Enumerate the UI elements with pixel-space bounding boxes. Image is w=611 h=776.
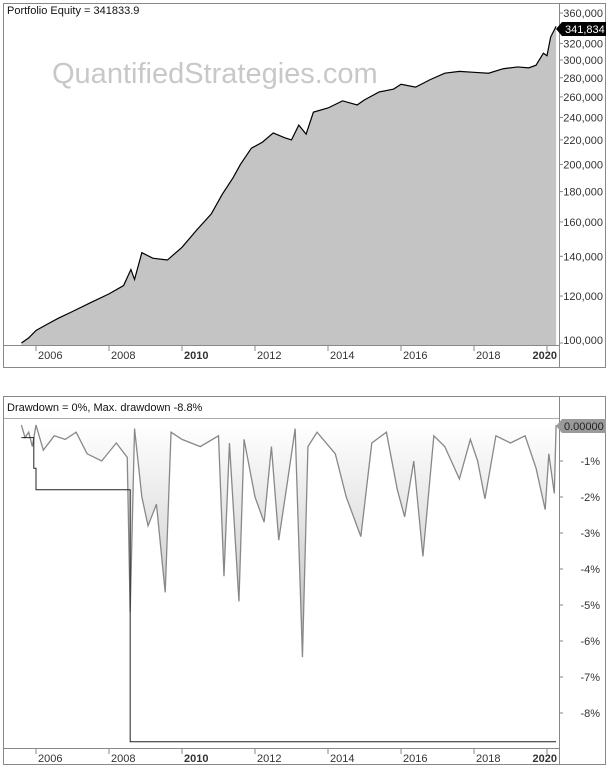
max-drawdown-line [21, 437, 557, 743]
equity-last-value-label: 341,834 [565, 24, 605, 36]
equity-y-tick-label: 280,000 [563, 73, 603, 85]
equity-line [21, 26, 557, 344]
equity-y-tick-label: 360,000 [563, 8, 603, 20]
drawdown-x-tick-label: 2008 [111, 753, 135, 765]
equity-y-tick-label: 300,000 [563, 55, 603, 67]
drawdown-y-tick-label: -7% [580, 672, 600, 684]
equity-y-tick-label: 200,000 [563, 159, 603, 171]
equity-x-tick-label: 2008 [111, 350, 135, 362]
equity-last-value-tag: 341,834 [556, 22, 606, 36]
drawdown-x-tick-label: 2010 [184, 753, 208, 765]
equity-watermark: QuantifiedStrategies.com [52, 58, 378, 90]
equity-x-tick-label: 2010 [184, 350, 208, 362]
equity-x-tick-label: 2020 [533, 350, 557, 362]
equity-x-tick-label: 2014 [330, 350, 354, 362]
drawdown-area [21, 425, 557, 658]
equity-x-tick-label: 2018 [476, 350, 500, 362]
equity-y-tick-label: 220,000 [563, 135, 603, 147]
drawdown-y-tick-label: -6% [580, 636, 600, 648]
drawdown-y-tick-label: -8% [580, 708, 600, 720]
equity-y-tick-label: 100,000 [563, 335, 603, 347]
equity-area [21, 26, 557, 346]
drawdown-x-tick-label: 2014 [330, 753, 354, 765]
equity-x-tick-label: 2012 [257, 350, 281, 362]
equity-y-tick-label: 180,000 [563, 187, 603, 199]
equity-y-tick-label: 240,000 [563, 112, 603, 124]
drawdown-x-tick-label: 2006 [38, 753, 62, 765]
drawdown-x-tick-label: 2012 [257, 753, 281, 765]
drawdown-title: Drawdown = 0%, Max. drawdown -8.8% [7, 402, 203, 414]
equity-x-tick-label: 2016 [403, 350, 427, 362]
drawdown-last-value-label: 0.00000 [564, 421, 604, 433]
equity-y-tick-label: 160,000 [563, 217, 603, 229]
equity-y-tick-label: 140,000 [563, 251, 603, 263]
equity-y-tick-label: 320,000 [563, 38, 603, 50]
drawdown-line [20, 424, 557, 658]
drawdown-y-tick-label: -2% [580, 492, 600, 504]
equity-y-tick-label: 120,000 [563, 291, 603, 303]
equity-x-tick-label: 2006 [38, 350, 62, 362]
drawdown-y-tick-label: -4% [580, 564, 600, 576]
drawdown-x-tick-label: 2020 [533, 753, 557, 765]
equity-title: Portfolio Equity = 341833.9 [7, 5, 139, 17]
drawdown-y-tick-label: -5% [580, 600, 600, 612]
drawdown-last-value-tag: 0.00000 [556, 419, 606, 433]
drawdown-y-tick-label: -3% [580, 528, 600, 540]
equity-y-tick-label: 260,000 [563, 92, 603, 104]
drawdown-x-tick-label: 2018 [476, 753, 500, 765]
drawdown-x-tick-label: 2016 [403, 753, 427, 765]
drawdown-y-tick-label: -1% [580, 456, 600, 468]
